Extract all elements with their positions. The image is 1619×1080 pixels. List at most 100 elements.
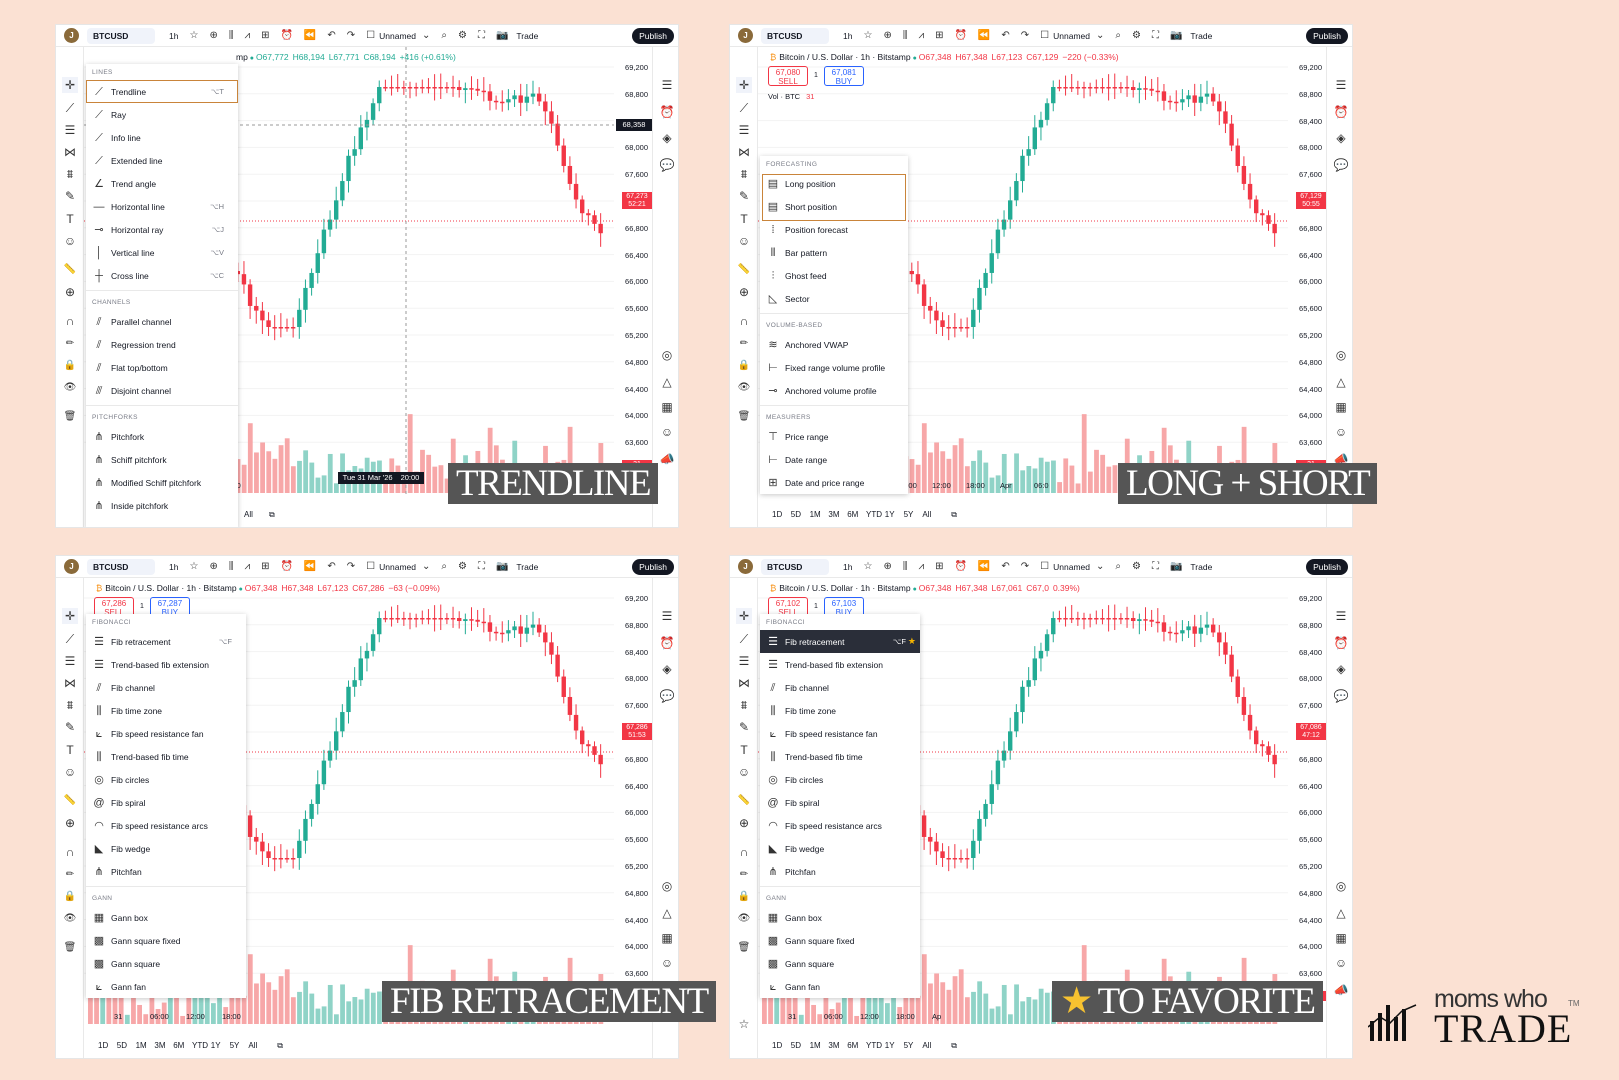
lock-icon[interactable]: 🔒 (63, 360, 77, 371)
layout-checkbox-icon[interactable]: ☐ (366, 560, 376, 572)
menu-item[interactable]: ☰ Trend-based fib extension (760, 653, 920, 676)
forecast-tool-icon[interactable]: ⩩ (66, 167, 74, 181)
alert-icon[interactable]: ⏰ (280, 560, 293, 572)
templates-icon[interactable]: ⊞ (261, 29, 270, 41)
chevron-down-icon[interactable]: ⌄ (1095, 29, 1105, 41)
undo-icon[interactable]: ↶ (1001, 29, 1010, 41)
trash-icon[interactable]: 🗑 (63, 942, 77, 953)
range-button-7[interactable]: 5Y (903, 1041, 914, 1050)
pattern-tool-icon[interactable]: ⋈ (64, 676, 76, 690)
publish-button[interactable]: Publish (1306, 558, 1348, 575)
redo-icon[interactable]: ↷ (346, 29, 356, 41)
range-button-6[interactable]: 1Y (884, 1041, 895, 1050)
search-icon[interactable]: ⌕ (1115, 560, 1121, 572)
menu-item[interactable]: ⊤ Price range (760, 425, 908, 448)
range-button-1[interactable]: 5D (790, 510, 802, 519)
zoom-icon[interactable]: ⊕ (64, 816, 76, 830)
face-icon[interactable]: ☺ (660, 425, 674, 439)
menu-item[interactable]: ⟀ Gann fan (86, 975, 246, 998)
range-button-3[interactable]: 3M (828, 1041, 840, 1050)
interval-button[interactable]: 1h (169, 30, 179, 41)
emoji-icon[interactable]: ☺ (63, 234, 77, 248)
fib-tool-icon[interactable]: ☰ (738, 123, 750, 137)
candle-type-icon[interactable]: ⫼ (902, 560, 908, 572)
add-symbol-icon[interactable]: ⊕ (209, 29, 218, 41)
face-icon[interactable]: ☺ (1334, 425, 1348, 439)
publish-button[interactable]: Publish (1306, 27, 1348, 44)
search-icon[interactable]: ⌕ (441, 560, 447, 572)
chevron-down-icon[interactable]: ⌄ (421, 29, 431, 41)
range-button-3[interactable]: 3M (154, 1041, 166, 1050)
menu-item[interactable]: ⊸ Horizontal ray ⌥J (86, 218, 238, 241)
layers-icon[interactable]: ◈ (662, 131, 672, 145)
trendline-tool-icon[interactable]: ⟋ (65, 101, 75, 115)
menu-item[interactable]: ▦ Gann box (760, 906, 920, 929)
redo-icon[interactable]: ↷ (346, 560, 356, 572)
trash-icon[interactable]: 🗑 (63, 411, 77, 422)
watchlist-icon[interactable]: ☰ (1335, 609, 1347, 623)
trash-icon[interactable]: 🗑 (737, 411, 751, 422)
redo-icon[interactable]: ↷ (1020, 29, 1030, 41)
magnet-icon[interactable]: ∩ (739, 314, 749, 328)
range-button-8[interactable]: All (922, 1041, 932, 1050)
symbol-search[interactable]: BTCUSD (761, 558, 829, 575)
fullscreen-icon[interactable]: ⛶ (477, 560, 485, 572)
calendar-icon[interactable]: ▦ (661, 400, 673, 414)
symbol-search[interactable]: BTCUSD (87, 558, 155, 575)
trash-icon[interactable]: 🗑 (737, 942, 751, 953)
magnet-icon[interactable]: ∩ (739, 845, 749, 859)
range-button-8[interactable]: All (248, 1041, 258, 1050)
menu-item[interactable]: ▤ Short position (760, 195, 908, 218)
menu-item[interactable]: ⊸ Anchored volume profile (760, 379, 908, 402)
settings-icon[interactable]: ⚙ (1131, 29, 1141, 41)
menu-item[interactable]: ☰ Trend-based fib extension (86, 653, 246, 676)
eye-icon[interactable]: 👁 (63, 913, 77, 924)
add-symbol-icon[interactable]: ⊕ (883, 560, 892, 572)
interval-button[interactable]: 1h (843, 30, 853, 41)
menu-item[interactable]: ⫻ Disjoint channel (86, 379, 238, 402)
camera-icon[interactable]: 📷 (495, 560, 509, 572)
text-icon[interactable]: T (740, 212, 748, 226)
menu-item[interactable]: @ Fib spiral (760, 791, 920, 814)
menu-item[interactable]: ⫼ Fib time zone (760, 699, 920, 722)
chat-icon[interactable]: 💬 (1333, 689, 1349, 703)
camera-icon[interactable]: 📷 (1169, 29, 1183, 41)
symbol-description[interactable]: Bitcoin / U.S. Dollar · 1h · Bitstamp (779, 583, 911, 593)
menu-item[interactable]: ⊢ Fixed range volume profile (760, 356, 908, 379)
watchlist-icon[interactable]: ☰ (661, 78, 673, 92)
menu-item[interactable]: ⟋ Ray (86, 103, 238, 126)
goto-date-icon[interactable]: ⧉ (951, 1041, 957, 1050)
layers-icon[interactable]: ◈ (662, 662, 672, 676)
watchlist-icon[interactable]: ☰ (661, 609, 673, 623)
chat-icon[interactable]: 💬 (659, 158, 675, 172)
menu-item[interactable]: ⫽ Regression trend (86, 333, 238, 356)
camera-icon[interactable]: 📷 (495, 29, 509, 41)
range-button-1[interactable]: 5D (790, 1041, 802, 1050)
magnet-icon[interactable]: ∩ (65, 314, 75, 328)
layout-name[interactable]: Unnamed (1053, 561, 1090, 572)
publish-button[interactable]: Publish (632, 27, 674, 44)
menu-item[interactable]: ▩ Gann square (86, 952, 246, 975)
trendline-tool-icon[interactable]: ⟋ (65, 632, 75, 646)
layers-icon[interactable]: ◈ (1336, 662, 1346, 676)
lock-drawing-icon[interactable]: ✏ (739, 338, 749, 349)
lock-drawing-icon[interactable]: ✏ (739, 869, 749, 880)
menu-item[interactable]: ◠ Fib speed resistance arcs (760, 814, 920, 837)
menu-item[interactable]: ⊢ Date range (760, 448, 908, 471)
menu-item[interactable]: ◠ Fib speed resistance arcs (86, 814, 246, 837)
menu-item[interactable]: ⫽ Parallel channel (86, 310, 238, 333)
indicators-icon[interactable]: ⩘ (918, 29, 925, 41)
menu-item[interactable]: — Horizontal line ⌥H (86, 195, 238, 218)
sell-button[interactable]: 67,080 SELL (768, 66, 808, 86)
alert-icon[interactable]: ⏰ (280, 29, 293, 41)
crosshair-icon[interactable]: ✛ (62, 608, 78, 624)
menu-item[interactable]: @ Fib spiral (86, 791, 246, 814)
search-icon[interactable]: ⌕ (1115, 29, 1121, 41)
zoom-icon[interactable]: ⊕ (738, 816, 750, 830)
text-icon[interactable]: T (66, 743, 74, 757)
menu-item[interactable]: ⊞ Date and price range (760, 471, 908, 494)
face-icon[interactable]: ☺ (1334, 956, 1348, 970)
menu-item[interactable]: ⫼ Trend-based fib time (86, 745, 246, 768)
menu-item[interactable]: ☰ Fib retracement ⌥F (86, 630, 246, 653)
menu-item[interactable]: ≋ Anchored VWAP (760, 333, 908, 356)
